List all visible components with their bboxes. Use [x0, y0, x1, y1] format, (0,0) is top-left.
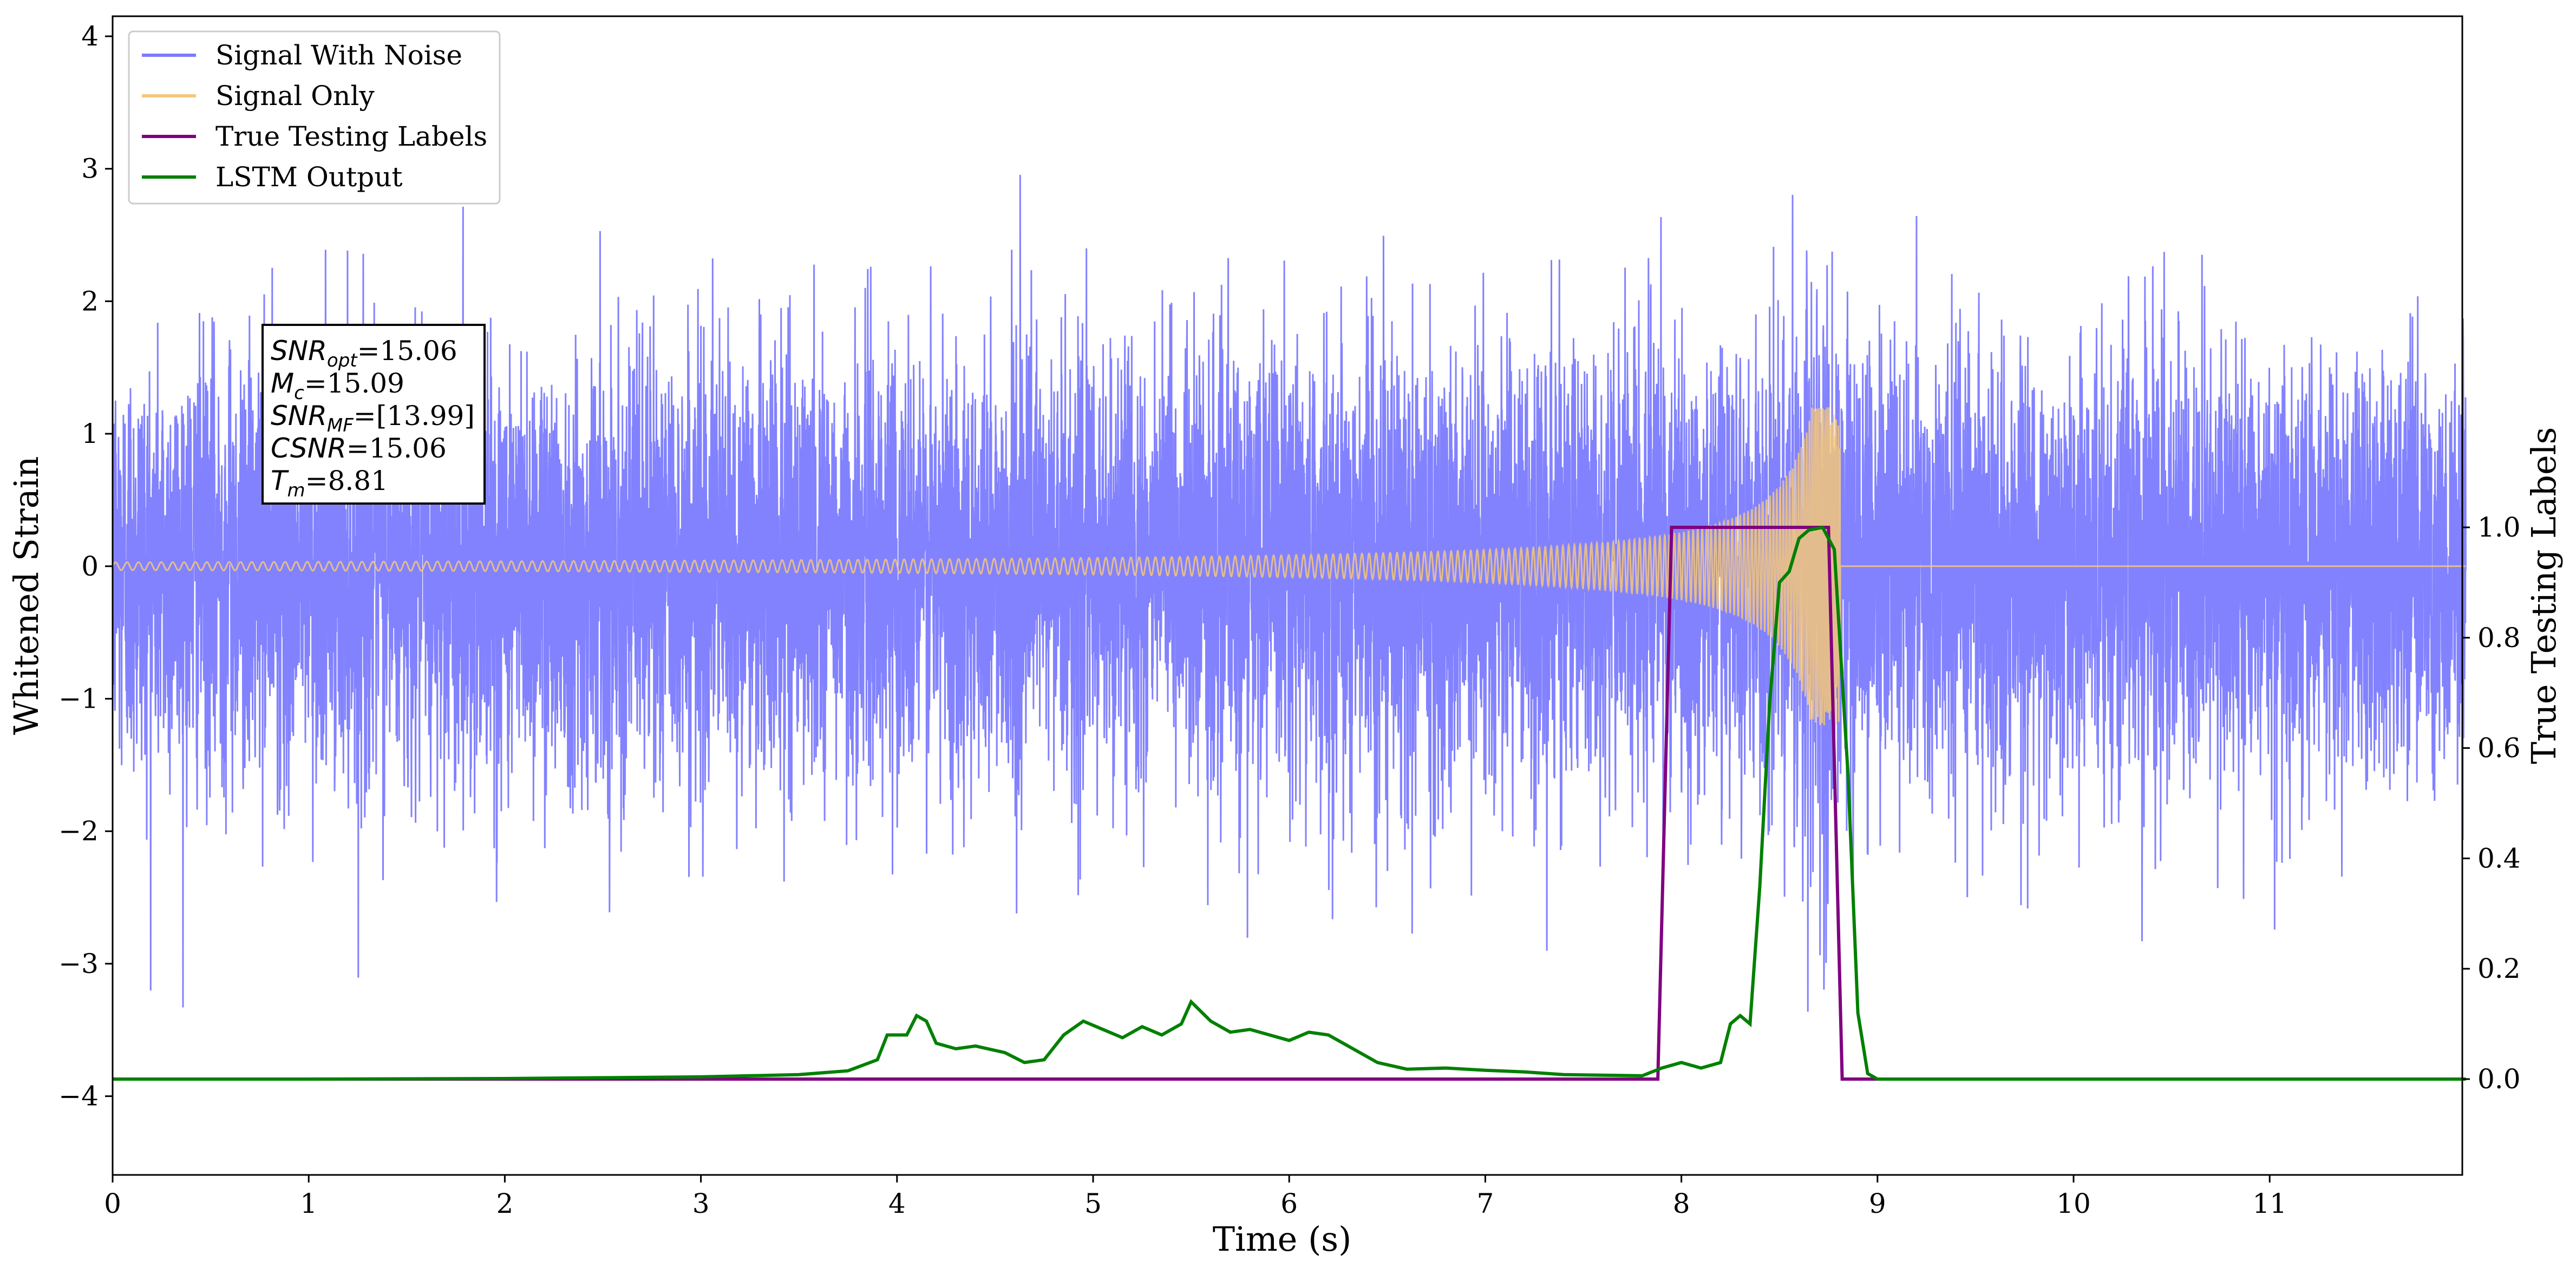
- x-axis: 0 1 2 3 4 5 6 7 8 9 10 11: [104, 1175, 2287, 1219]
- series-line-signal-with-noise: [112, 174, 2467, 1012]
- y2-tick-label: 0.4: [2477, 842, 2521, 874]
- annotation-line: SNRMF=[13.99]: [271, 400, 475, 436]
- y2-tick-label: 1.0: [2477, 512, 2521, 543]
- x-tick-label: 11: [2252, 1188, 2287, 1219]
- y2-tick-label: 0.0: [2477, 1063, 2521, 1095]
- x-tick-label: 9: [1869, 1188, 1886, 1219]
- legend-label: Signal Only: [215, 80, 375, 112]
- y-axis-right: 1.0 0.8 0.6 0.4 0.2 0.0: [2462, 512, 2521, 1095]
- x-tick-label: 7: [1476, 1188, 1494, 1219]
- plot-area: [112, 174, 2467, 1081]
- x-tick-label: 8: [1673, 1188, 1690, 1219]
- legend-label: LSTM Output: [215, 161, 402, 193]
- y2-axis-label: True Testing Labels: [2524, 427, 2564, 765]
- x-tick-label: 5: [1084, 1188, 1102, 1219]
- y-tick-label: 0: [81, 551, 99, 582]
- x-tick-label: 0: [104, 1188, 121, 1219]
- y-tick-label: 1: [81, 418, 99, 449]
- annotation-line: SNRopt=15.06: [271, 335, 457, 371]
- legend: Signal With Noise Signal Only True Testing…: [128, 30, 501, 205]
- y-tick-label: −1: [58, 683, 99, 715]
- y-tick-label: −4: [58, 1081, 99, 1112]
- y-axis-label: Whitened Strain: [6, 456, 46, 735]
- x-tick-label: 6: [1280, 1188, 1298, 1219]
- y-tick-label: 2: [81, 285, 99, 317]
- x-tick-label: 4: [888, 1188, 906, 1219]
- annotation-box: SNRopt=15.06Mc=15.09SNRMF=[13.99]CSNR=15…: [261, 324, 486, 505]
- y2-tick-label: 0.8: [2477, 622, 2521, 654]
- x-tick-label: 10: [2056, 1188, 2091, 1219]
- x-tick-label: 1: [300, 1188, 317, 1219]
- x-tick-label: 2: [496, 1188, 513, 1219]
- annotation-line: Mc=15.09: [271, 368, 404, 404]
- x-axis-label: Time (s): [1213, 1219, 1352, 1259]
- legend-label: True Testing Labels: [215, 121, 487, 152]
- y-axis-left: 4 3 2 1 0 −1 −2 −3 −4: [58, 21, 113, 1112]
- series-line-lstm-output: [113, 525, 2466, 1081]
- y2-tick-label: 0.2: [2477, 953, 2521, 984]
- annotation-line: CSNR=15.06: [271, 433, 447, 464]
- x-tick-label: 3: [692, 1188, 710, 1219]
- y-tick-label: −2: [58, 815, 99, 847]
- y-tick-label: 3: [81, 153, 99, 185]
- legend-label: Signal With Noise: [215, 40, 462, 71]
- y-tick-label: −3: [58, 948, 99, 979]
- y-tick-label: 4: [81, 21, 99, 52]
- plot-frame: [112, 15, 2463, 1176]
- y2-tick-label: 0.6: [2477, 733, 2521, 764]
- series-line-signal-only: [112, 407, 2466, 726]
- annotation-line: Tm=8.81: [271, 465, 388, 501]
